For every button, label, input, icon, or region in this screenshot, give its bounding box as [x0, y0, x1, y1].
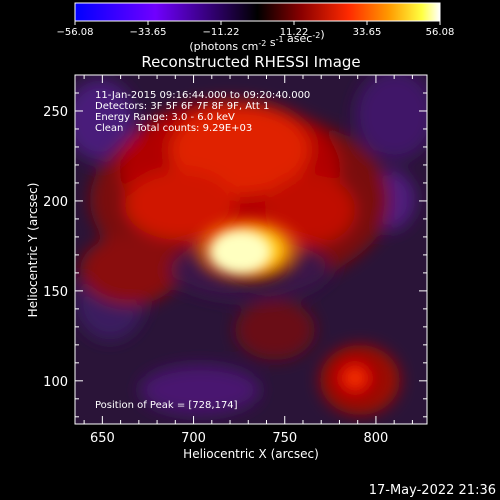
chart-title: Reconstructed RHESSI Image: [141, 53, 360, 71]
plot-frame: [74, 74, 428, 425]
heatmap-image: [75, 75, 427, 424]
y-tick-label: 250: [43, 105, 68, 120]
x-tick-label: 800: [364, 431, 389, 446]
axes: 650 700 750 800 100 150 200 250: [43, 74, 427, 446]
colorbar-tick-label: −56.08: [56, 27, 93, 38]
colorbar-tick-label: 33.65: [353, 27, 382, 38]
x-tick-label: 750: [272, 431, 297, 446]
colorbar-ticks: −56.08 −33.65 −11.22 11.22 33.65 56.08: [56, 21, 454, 38]
energy-range-annotation: Energy Range: 3.0 - 6.0 keV: [95, 112, 235, 123]
y-tick-label: 150: [43, 285, 68, 300]
footer-timestamp: 17-May-2022 21:36: [369, 483, 496, 498]
colorbar-tick-label: 11.22: [280, 27, 309, 38]
x-tick-label: 650: [90, 431, 115, 446]
y-tick-label: 100: [43, 375, 68, 390]
colorbar-tick-label: −33.65: [129, 27, 166, 38]
clean-counts-annotation: Clean Total counts: 9.29E+03: [95, 123, 252, 134]
x-tick-label: 700: [181, 431, 206, 446]
peak-position-annotation: Position of Peak = [728,174]: [95, 400, 238, 411]
colorbar-tick-label: −11.22: [202, 27, 239, 38]
colorbar-tick-label: 56.08: [426, 27, 455, 38]
colorbar: [74, 2, 441, 22]
detectors-annotation: Detectors: 3F 5F 6F 7F 8F 9F, Att 1: [95, 101, 269, 112]
x-axis-label: Heliocentric X (arcsec): [183, 447, 319, 461]
colorbar-unit-label: (photons cm-2 s-1 asec-2): [189, 28, 324, 53]
y-axis-label: Heliocentric Y (arcsec): [26, 183, 40, 318]
time-range-annotation: 11-Jan-2015 09:16:44.000 to 09:20:40.000: [95, 90, 310, 101]
y-tick-label: 200: [43, 195, 68, 210]
